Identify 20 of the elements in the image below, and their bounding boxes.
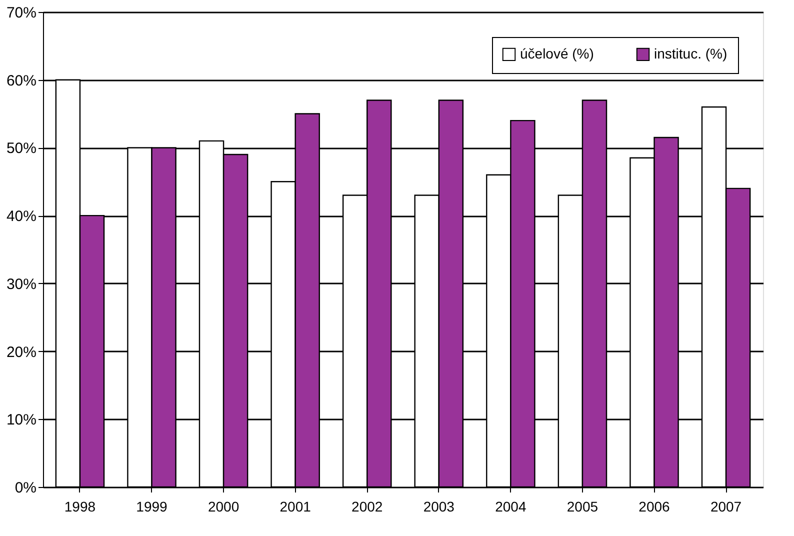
y-tick-label: 50% [6, 140, 36, 158]
y-tick-label: 40% [6, 208, 36, 226]
y-tick-label: 0% [14, 480, 36, 496]
y-tick-label: 60% [6, 72, 36, 90]
x-tick-label: 2002 [352, 498, 383, 514]
y-tick-label: 20% [6, 344, 36, 361]
x-tick-label: 2001 [280, 498, 312, 514]
x-tick-label: 1998 [64, 498, 96, 514]
x-tick-label: 1999 [136, 498, 168, 514]
x-tick-label: 2004 [495, 498, 526, 514]
x-tick-label: 2005 [566, 498, 598, 514]
x-tick-label: 2006 [638, 498, 670, 514]
y-tick-label: 70% [6, 4, 36, 22]
legend-label: účelové (%) [520, 45, 594, 62]
x-tick-label: 2007 [710, 498, 742, 514]
y-tick-label: 10% [6, 412, 36, 429]
y-tick-label: 30% [6, 276, 36, 293]
x-tick-label: 2000 [208, 498, 240, 514]
legend-label: instituc. (%) [654, 45, 728, 62]
x-tick-label: 2003 [423, 498, 455, 514]
